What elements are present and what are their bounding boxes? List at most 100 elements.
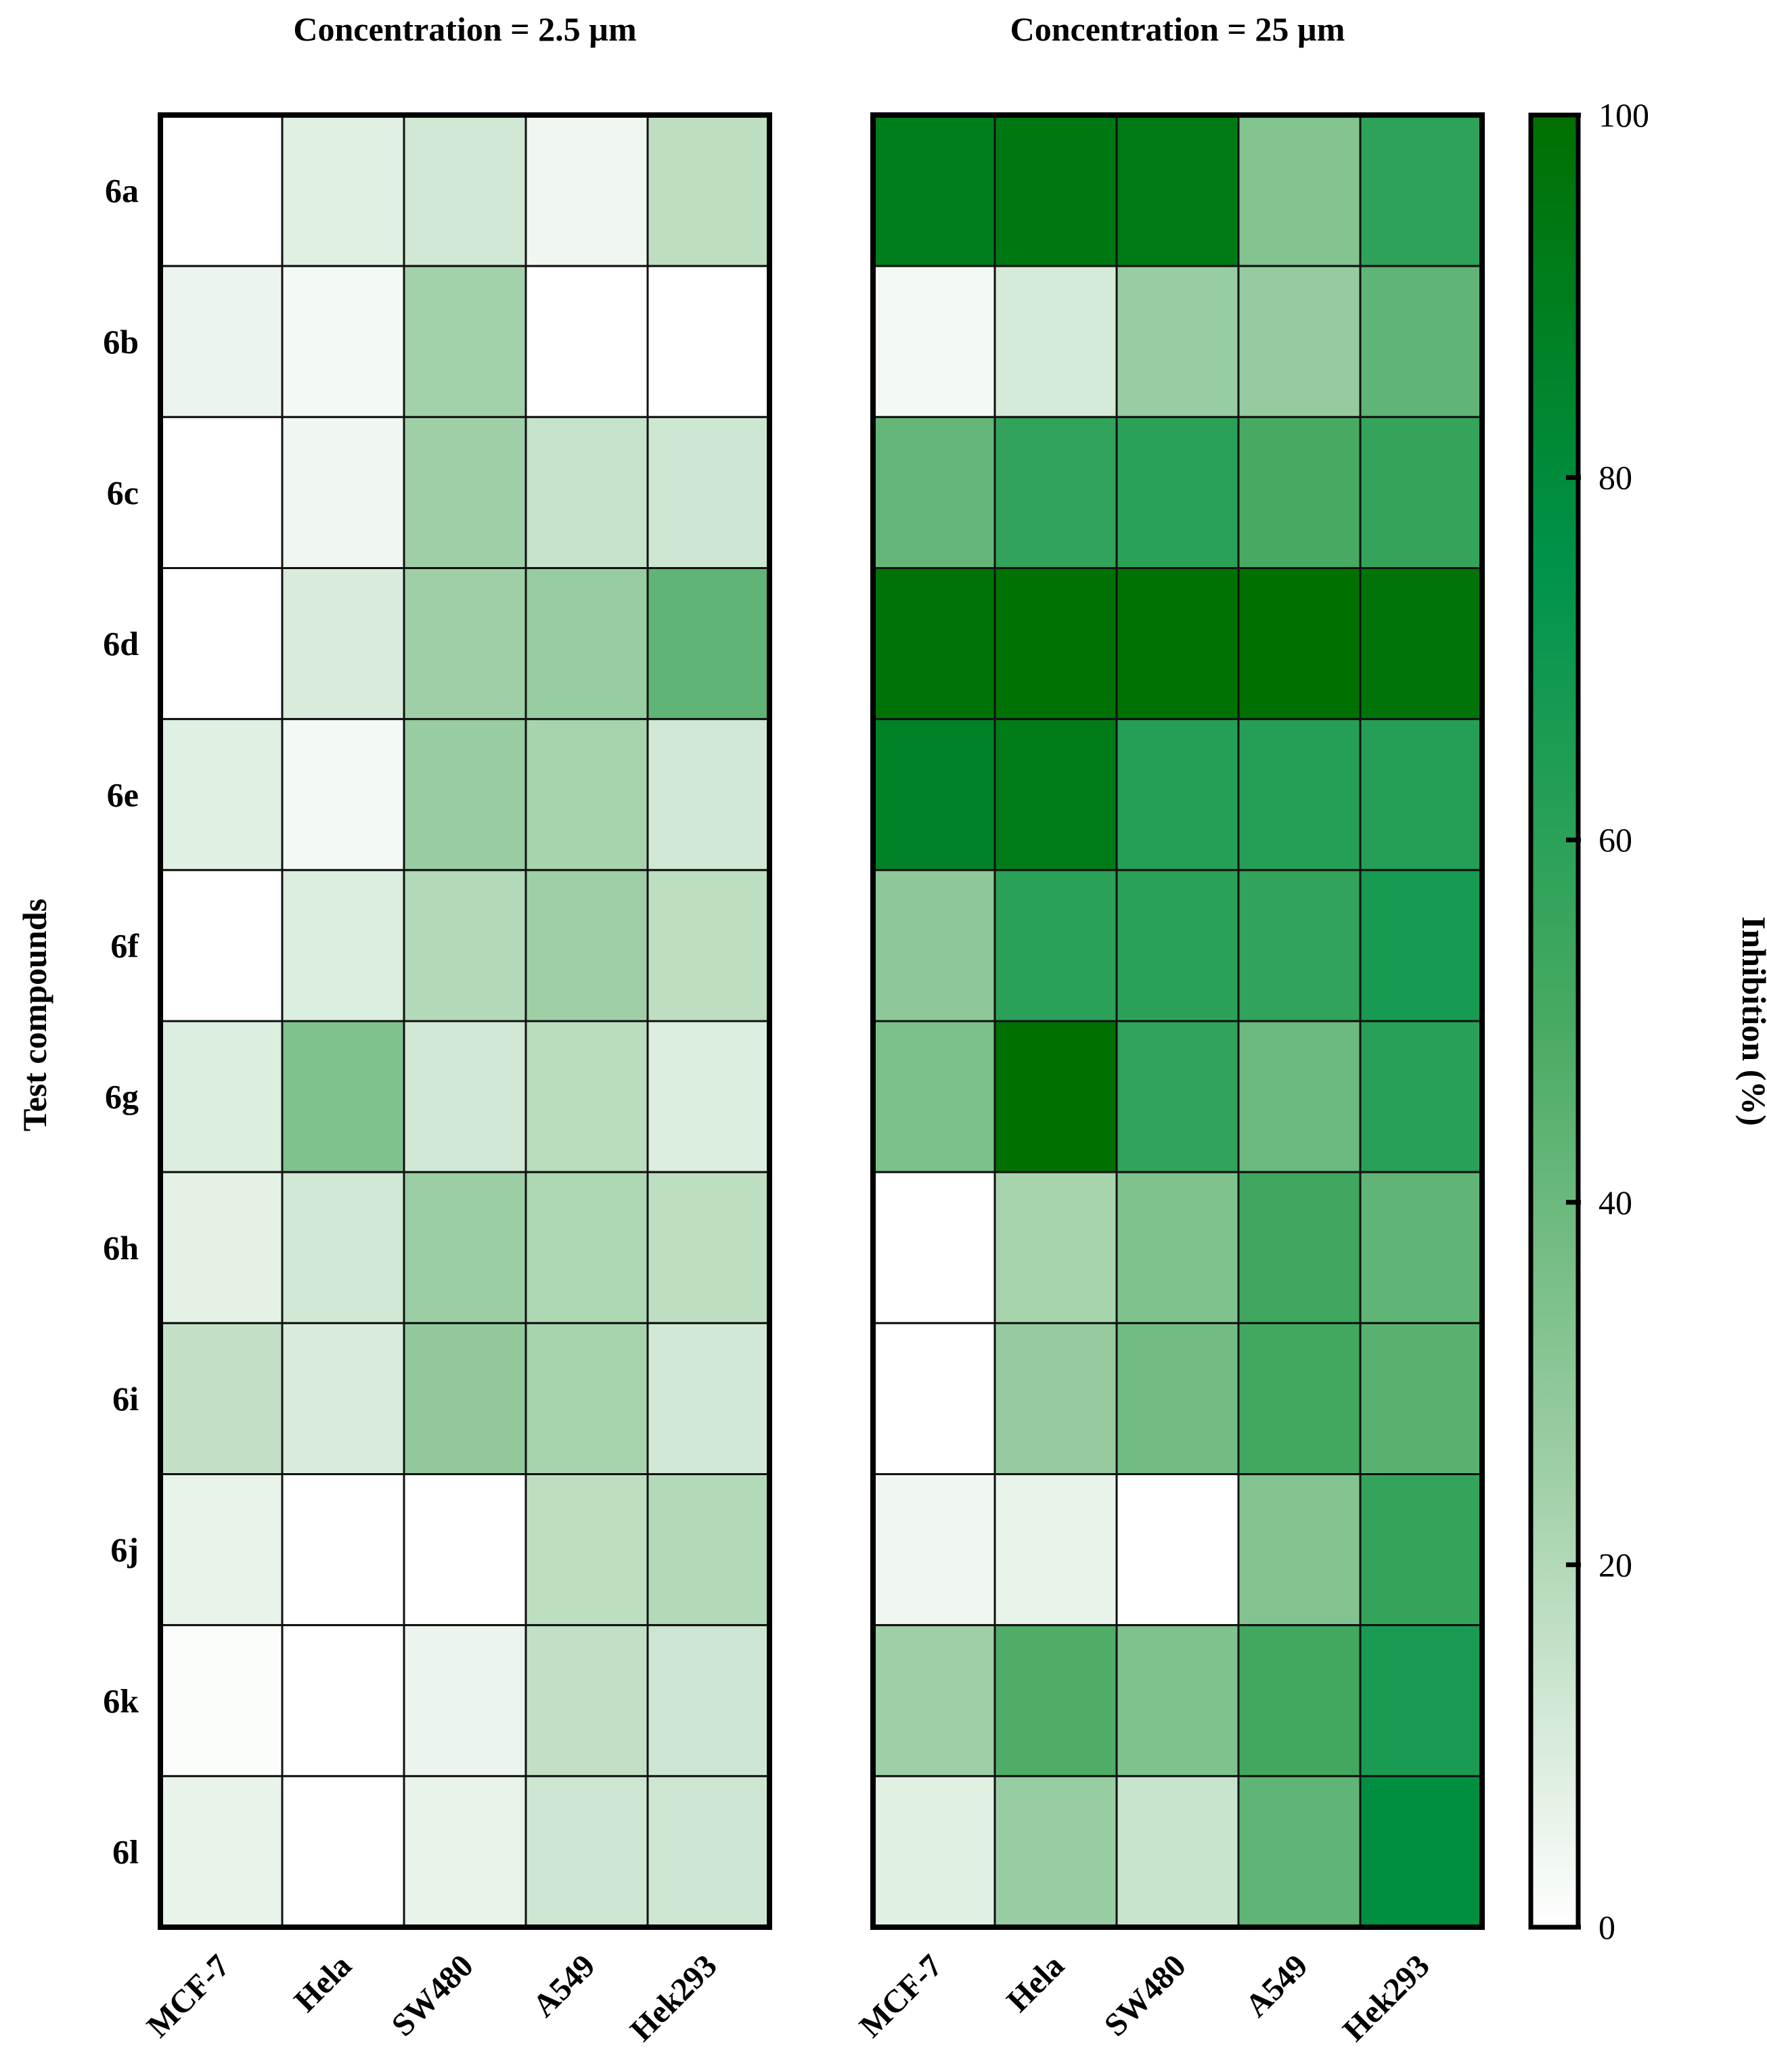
heatmap-cell [1115, 869, 1240, 1022]
heatmap-cell [281, 1624, 405, 1778]
heatmap-cell [872, 1171, 996, 1324]
heatmap-cell [872, 1473, 996, 1627]
heatmap-cell [872, 567, 996, 721]
heatmap-cell [1237, 114, 1362, 267]
heatmap-cell [1359, 415, 1483, 569]
heatmap-cell [872, 415, 996, 569]
heatmap-cell [281, 1171, 405, 1324]
heatmap-cell [646, 1473, 771, 1627]
heatmap-cell [872, 265, 996, 418]
column-label: Hek293 [1336, 1947, 1437, 2048]
heatmap-cell [646, 869, 771, 1022]
heatmap-cell [281, 415, 405, 569]
heatmap-cell [1237, 415, 1362, 569]
heatmap-cell [403, 1624, 527, 1778]
heatmap-cell [1359, 1020, 1483, 1173]
heatmap-cell [403, 1473, 527, 1627]
heatmap-cell [872, 718, 996, 872]
heatmap-cell [1237, 265, 1362, 418]
heatmap-cell [646, 1322, 771, 1476]
heatmap-cell [1237, 567, 1362, 721]
colorbar-tick-label: 60 [1598, 821, 1632, 859]
heatmap-cell [281, 1473, 405, 1627]
heatmap-cell [1237, 869, 1362, 1022]
heatmap-cell [159, 1171, 284, 1324]
heatmap-cell [1237, 1473, 1362, 1627]
heatmap-cell [159, 1473, 284, 1627]
heatmap-cell [993, 1020, 1118, 1173]
heatmap-cell [524, 1624, 649, 1778]
column-label: SW480 [1098, 1947, 1193, 2043]
heatmap-cell [1115, 1473, 1240, 1627]
heatmap-cell [1359, 1473, 1483, 1627]
heatmap-cell [524, 718, 649, 872]
row-label: 6i [112, 1380, 139, 1418]
row-label: 6l [112, 1832, 139, 1870]
heatmap-cell [872, 114, 996, 267]
heatmap-cell [872, 1322, 996, 1476]
heatmap-cell [1359, 567, 1483, 721]
column-label: MCF-7 [140, 1947, 237, 2044]
heatmap-cell [403, 1171, 527, 1324]
heatmap-cell [1359, 1775, 1483, 1929]
row-label: 6a [105, 172, 139, 210]
heatmap-cell [1237, 1020, 1362, 1173]
heatmap-cell [646, 265, 771, 418]
heatmap-cell [524, 415, 649, 569]
heatmap-cell [524, 567, 649, 721]
heatmap-cell [281, 1322, 405, 1476]
heatmap-cell [159, 1775, 284, 1929]
heatmap-cell [281, 265, 405, 418]
panel-frame [158, 112, 772, 1930]
heatmap-cell [1115, 1171, 1240, 1324]
panel-title: Concentration = 25 µm [1010, 10, 1345, 48]
heatmap-cell [524, 1775, 649, 1929]
heatmap-cell [281, 1775, 405, 1929]
heatmap-cell [159, 718, 284, 872]
heatmap-panel-1: Concentration = 2.5 µm 6a 6b 6c 6d 6e 6f 6g 6h 6i… [103, 10, 772, 2048]
column-label: A549 [1238, 1947, 1315, 2024]
heatmap-cell [993, 1473, 1118, 1627]
heatmap-cell [524, 1020, 649, 1173]
column-label: Hela [1000, 1947, 1071, 2019]
row-label: 6e [107, 775, 139, 813]
heatmap-cell [872, 1775, 996, 1929]
heatmap-cell [1359, 1322, 1483, 1476]
heatmap-cell [159, 1624, 284, 1778]
heatmap-cell [1115, 1322, 1240, 1476]
heatmap-panel-2: Concentration = 25 µm MCF-7 Hela SW480 A549 H… [853, 10, 1485, 2048]
colorbar-tick-label: 40 [1598, 1184, 1632, 1221]
heatmap-cell [993, 114, 1118, 267]
colorbar-tick-label: 80 [1598, 459, 1632, 497]
heatmap-cell [646, 1624, 771, 1778]
heatmap-cell [993, 869, 1118, 1022]
heatmap-cell [646, 1020, 771, 1173]
row-label: 6j [110, 1531, 139, 1569]
heatmap-cell [524, 1322, 649, 1476]
heatmap-cell [993, 1775, 1118, 1929]
colorbar-label: Inhibition (%) [1735, 916, 1767, 1126]
heatmap-cell [872, 1020, 996, 1173]
heatmap-cell [1115, 265, 1240, 418]
heatmap-cell [1115, 415, 1240, 569]
heatmap-cell [646, 718, 771, 872]
heatmap-cell [403, 1020, 527, 1173]
heatmap-cell [524, 1473, 649, 1627]
heatmap-cell [1237, 1322, 1362, 1476]
heatmap-cell [993, 1624, 1118, 1778]
heatmap-cell [1359, 1624, 1483, 1778]
heatmap-cell [159, 265, 284, 418]
heatmap-cell [993, 1322, 1118, 1476]
heatmap-cell [1115, 567, 1240, 721]
heatmap-cell [993, 567, 1118, 721]
heatmap-cell [159, 114, 284, 267]
heatmap-cell [524, 869, 649, 1022]
heatmap-cell [403, 869, 527, 1022]
heatmap-cell [993, 1171, 1118, 1324]
column-label: SW480 [385, 1947, 480, 2043]
colorbar [1528, 112, 1581, 1930]
heatmap-cell [524, 1171, 649, 1324]
heatmap-cell [281, 114, 405, 267]
colorbar-tick-label: 0 [1598, 1908, 1615, 1946]
